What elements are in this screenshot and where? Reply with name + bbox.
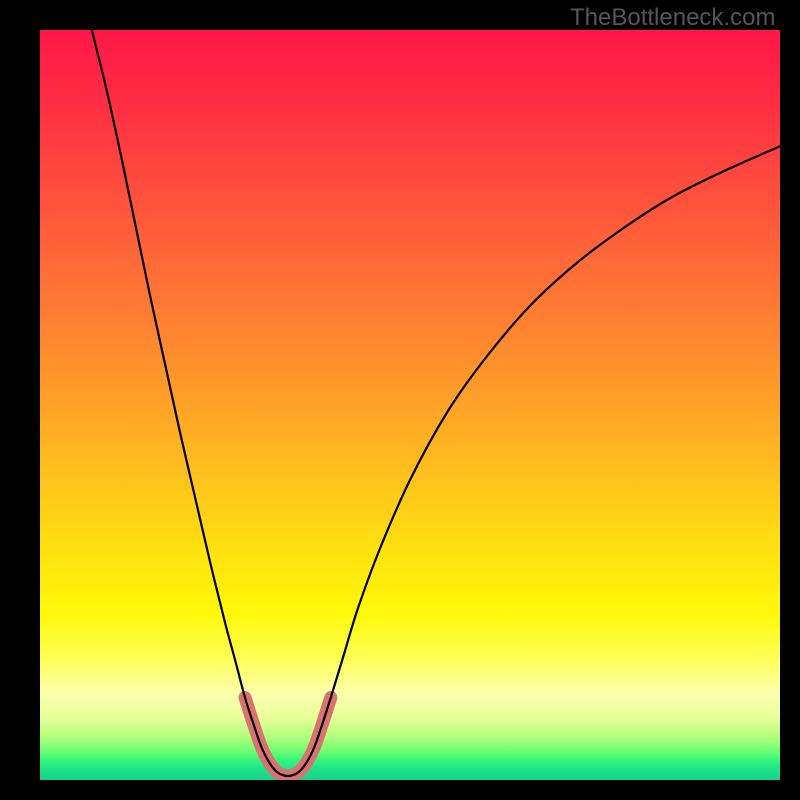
watermark-label: TheBottleneck.com: [570, 4, 775, 32]
chart-svg: [40, 30, 780, 780]
gradient-background: [40, 30, 780, 780]
chart-stage: TheBottleneck.com: [0, 0, 800, 800]
plot-area: [40, 30, 780, 780]
